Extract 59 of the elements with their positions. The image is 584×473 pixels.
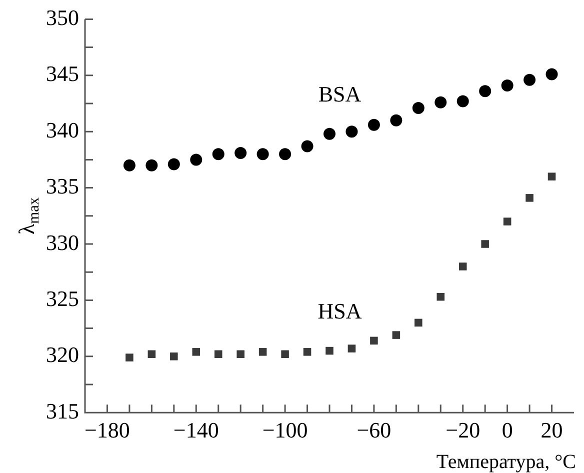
point [434, 96, 447, 108]
point [392, 331, 400, 339]
point [346, 126, 358, 138]
point [190, 154, 202, 166]
x-tick-label: −60 [356, 418, 392, 443]
point [501, 80, 514, 92]
point [123, 159, 136, 172]
point [279, 148, 292, 160]
series-label: HSA [318, 298, 362, 324]
point [256, 148, 269, 160]
y-tick-label: 330 [46, 230, 79, 255]
series-label: BSA [318, 82, 362, 107]
y-tick-label: 315 [46, 398, 79, 424]
point [234, 146, 247, 159]
point [192, 348, 200, 356]
x-tick-label: −180 [84, 418, 130, 443]
point [546, 68, 558, 80]
x-tick-label: −100 [262, 418, 308, 443]
y-tick-label: 320 [46, 342, 79, 368]
x-tick-label: −20 [446, 418, 480, 443]
point [236, 350, 244, 358]
y-axis-title: λmax [14, 197, 43, 234]
y-tick-label: 335 [46, 174, 79, 199]
y-tick-label: 345 [46, 61, 79, 86]
point [436, 292, 445, 301]
point [479, 85, 492, 98]
point [481, 240, 489, 248]
point [148, 350, 156, 358]
point [414, 318, 422, 327]
point [214, 350, 222, 358]
point [390, 114, 402, 126]
x-tick-label: 20 [540, 418, 563, 443]
x-axis-title: Температура, °C [436, 451, 576, 473]
point [301, 140, 314, 152]
point [348, 344, 356, 352]
point [548, 172, 556, 180]
y-tick-label: 340 [46, 117, 79, 142]
point [370, 336, 378, 345]
y-tick-label: 350 [46, 4, 79, 30]
point [126, 354, 134, 362]
point [324, 128, 336, 140]
point [524, 74, 536, 86]
point [146, 159, 158, 172]
point [168, 158, 180, 170]
x-tick-label: 0 [502, 418, 513, 443]
point [458, 262, 467, 270]
point [212, 148, 224, 160]
point [368, 118, 380, 131]
point [281, 350, 289, 358]
point [456, 95, 469, 108]
point [303, 348, 312, 356]
point [503, 218, 512, 226]
point [526, 194, 534, 202]
y-tick-label: 325 [46, 286, 79, 311]
point [326, 346, 334, 355]
point [170, 352, 178, 360]
point [412, 102, 424, 114]
point [258, 348, 267, 356]
x-tick-label: −140 [173, 418, 219, 443]
